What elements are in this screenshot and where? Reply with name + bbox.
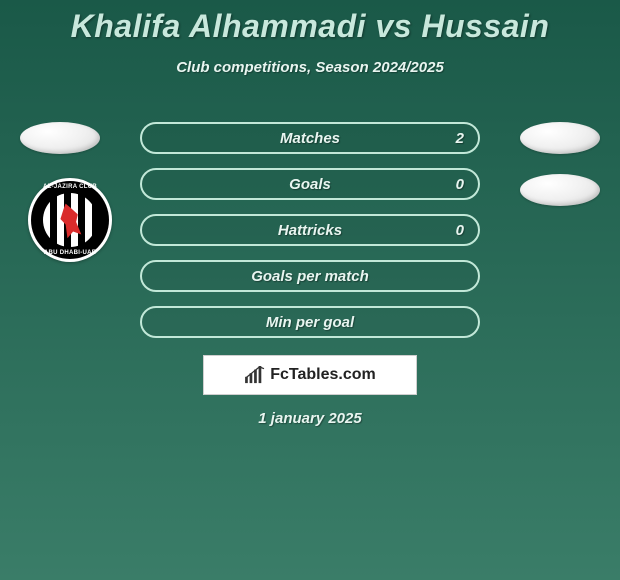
player-avatar-right xyxy=(520,122,600,154)
club-badge-text-bottom: ABU DHABI-UAE xyxy=(31,250,109,256)
stat-row: Goals per match xyxy=(140,260,480,292)
stat-value: 0 xyxy=(456,222,464,239)
stat-value: 0 xyxy=(456,176,464,193)
club-badge-text-top: AL-JAZIRA CLUB xyxy=(31,184,109,190)
watermark[interactable]: FcTables.com xyxy=(203,355,417,395)
stat-value: 2 xyxy=(456,130,464,147)
player-avatar-left xyxy=(20,122,100,154)
stat-label: Goals per match xyxy=(251,268,369,285)
club-badge-left: AL-JAZIRA CLUB ABU DHABI-UAE xyxy=(28,178,112,262)
stat-row: Min per goal xyxy=(140,306,480,338)
stat-row: Goals 0 xyxy=(140,168,480,200)
watermark-text: FcTables.com xyxy=(270,366,376,384)
club-badge-right xyxy=(520,174,600,206)
stat-label: Goals xyxy=(289,176,331,193)
stats-column: Matches 2 Goals 0 Hattricks 0 Goals per … xyxy=(140,122,480,352)
page-title: Khalifa Alhammadi vs Hussain xyxy=(0,0,620,45)
stat-label: Min per goal xyxy=(266,314,354,331)
stat-label: Matches xyxy=(280,130,340,147)
club-badge-figure-icon xyxy=(57,201,83,239)
stat-row: Hattricks 0 xyxy=(140,214,480,246)
date-text: 1 january 2025 xyxy=(0,410,620,427)
subtitle: Club competitions, Season 2024/2025 xyxy=(0,59,620,76)
stat-row: Matches 2 xyxy=(140,122,480,154)
chart-icon xyxy=(244,366,266,384)
stat-label: Hattricks xyxy=(278,222,342,239)
